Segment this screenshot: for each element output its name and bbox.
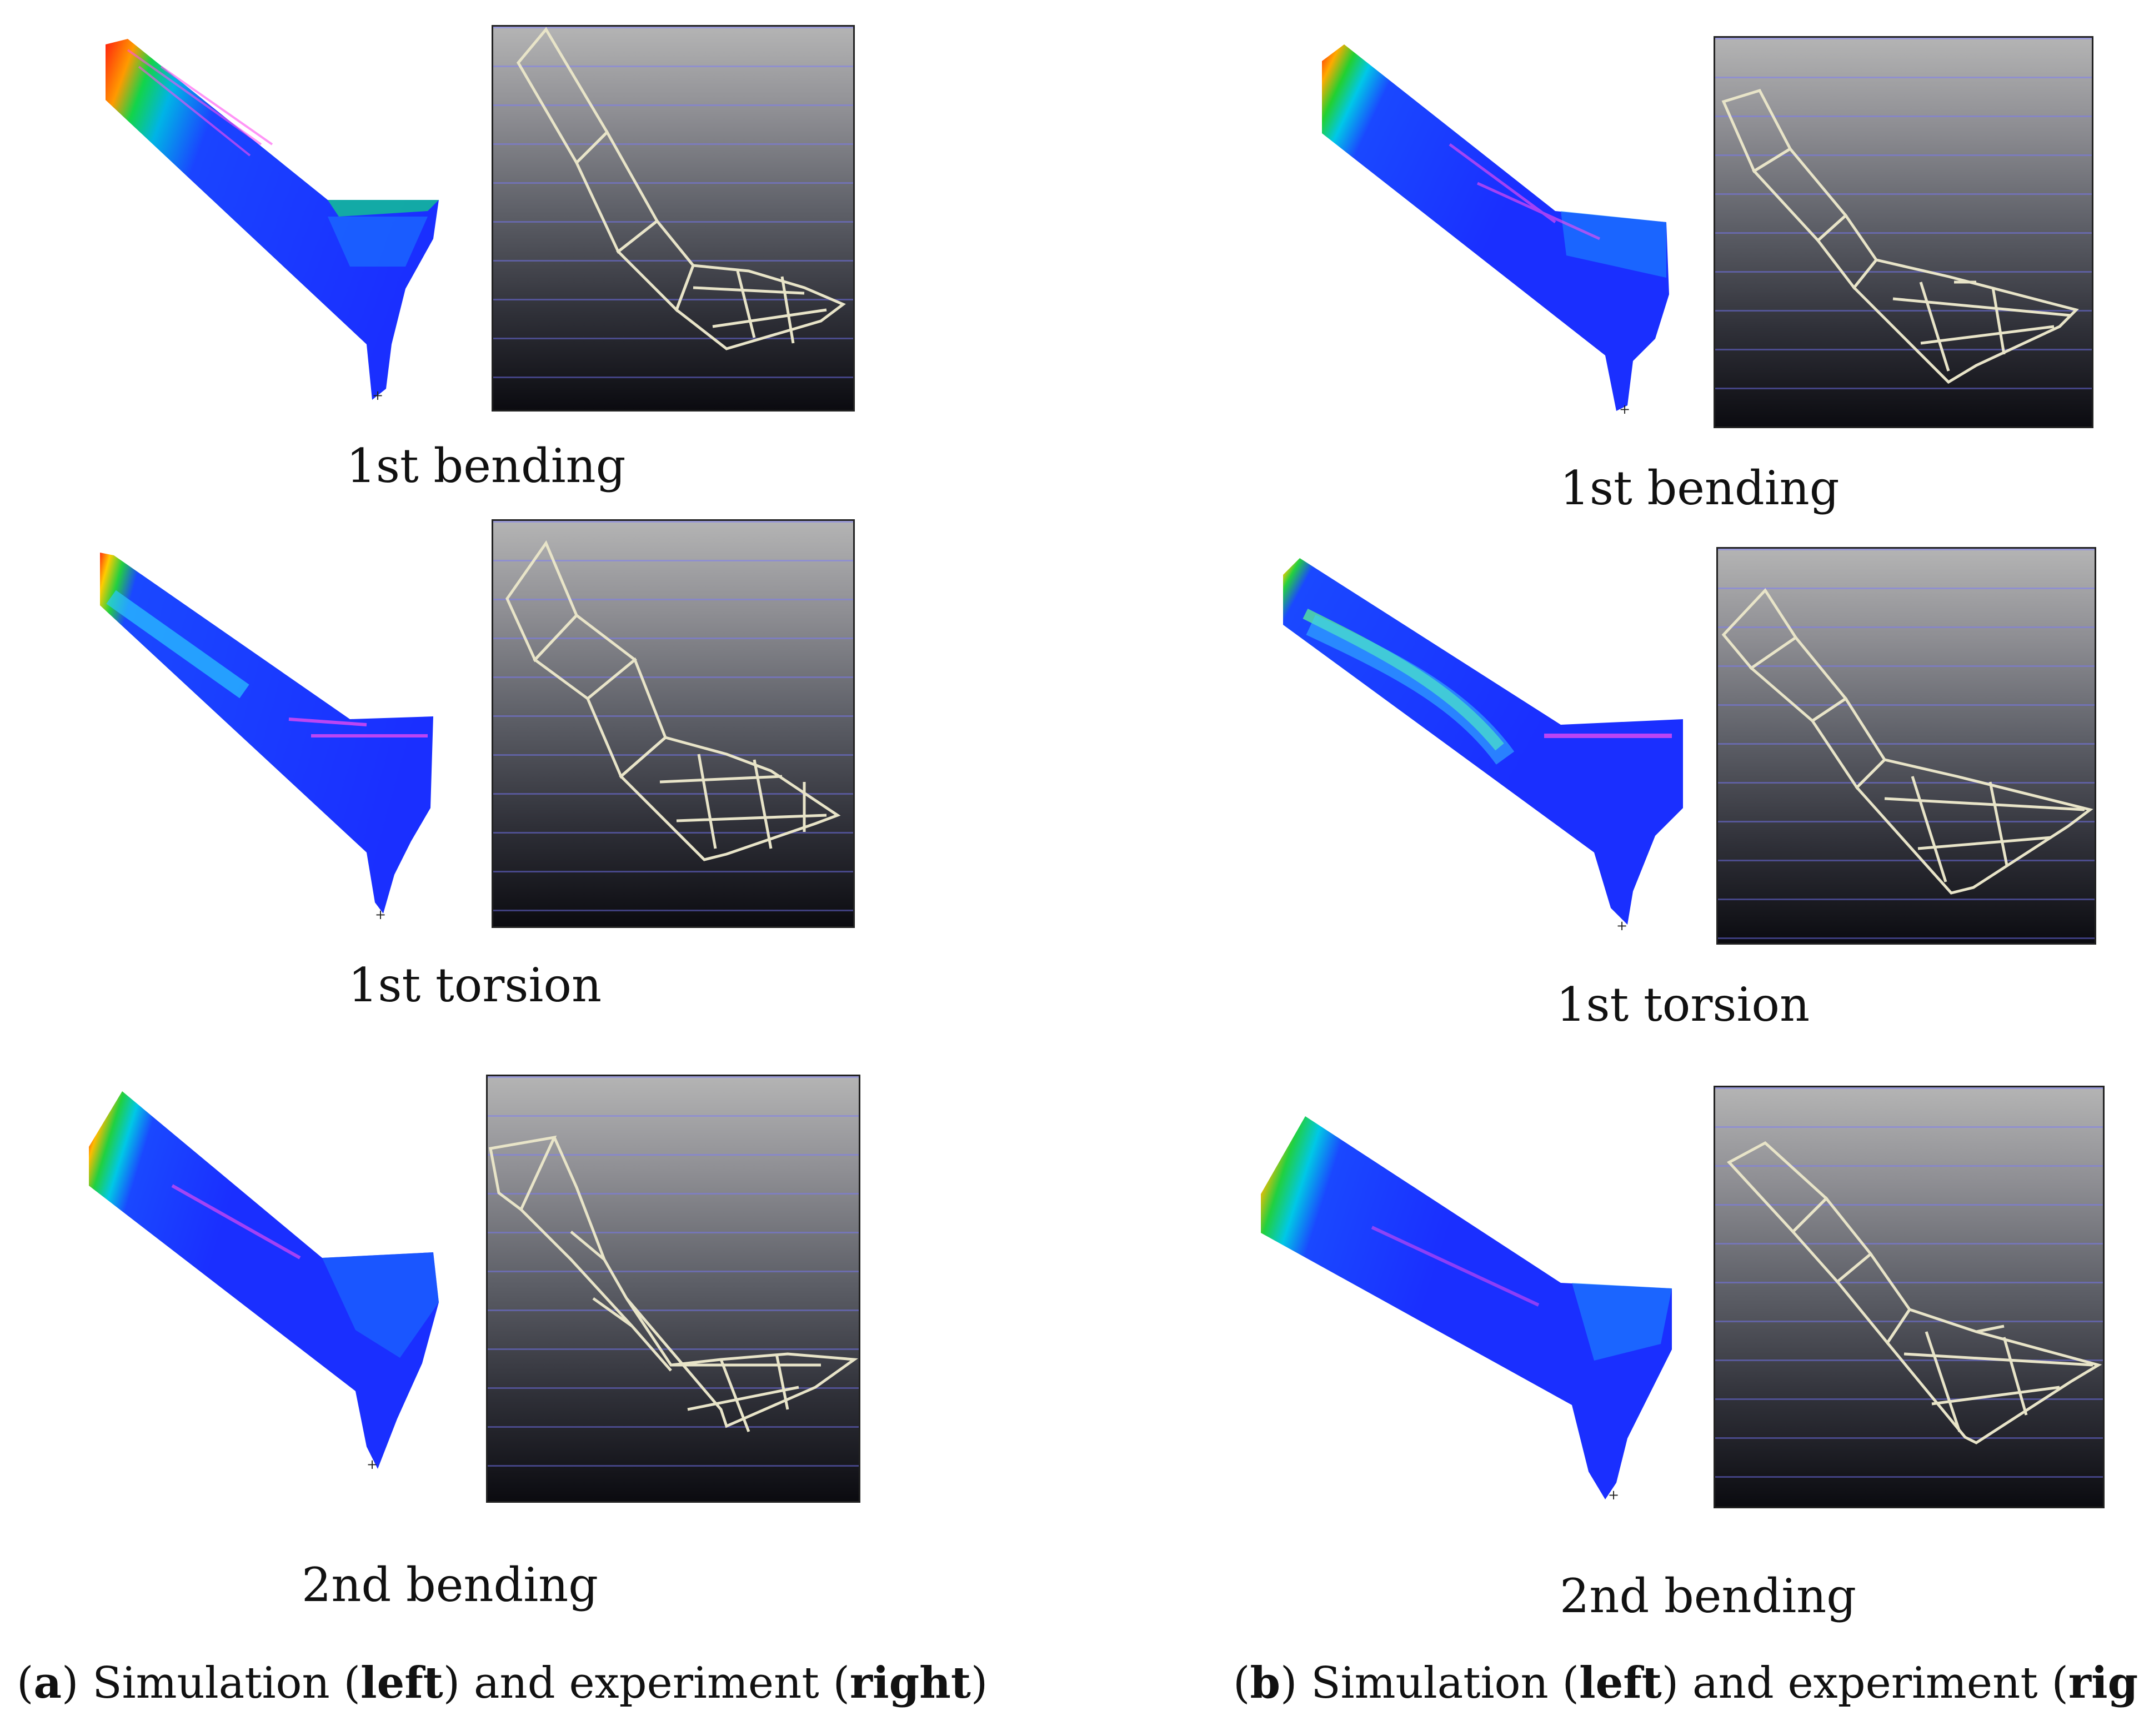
panel-b-row3-experiment [1714, 1086, 2105, 1508]
svg-text:+: + [1616, 918, 1627, 934]
panel-b-row1-simulation: + [1322, 44, 1669, 417]
panel-b-row1-label: 1st bending [1560, 461, 1840, 515]
caption-b: (b) Simulation (left) and experiment (ri… [1233, 1658, 2139, 1708]
panel-a-row3-label: 2nd bending [301, 1558, 599, 1612]
caption-a-left: left [360, 1658, 443, 1708]
panel-a-row1-wireframe [516, 27, 846, 350]
panel-b-row2-wireframe [1721, 588, 2093, 895]
caption-a-right: right [849, 1658, 971, 1708]
svg-text:+: + [1619, 402, 1630, 417]
panel-b-row2-simulation: + [1283, 558, 1683, 934]
caption-b-right: right [2068, 1658, 2139, 1708]
panel-a-row1-experiment [492, 25, 855, 412]
panel-b-row3-wireframe [1726, 1141, 2102, 1444]
panel-a-row3-wireframe [489, 1135, 858, 1432]
caption-b-text: ) and experiment ( [1661, 1658, 2068, 1708]
panel-b-row2-label: 1st torsion [1556, 977, 1810, 1032]
panel-a-row3-simulation: + [89, 1091, 439, 1472]
panel-a-row2-wireframe [505, 540, 841, 861]
svg-text:+: + [367, 1457, 378, 1472]
svg-text:+: + [372, 388, 383, 403]
panel-a-row2-simulation: + [100, 553, 433, 922]
caption-b-text: ( [1233, 1658, 1250, 1708]
panel-a-row1-label: 1st bending [346, 439, 626, 493]
panel-a-row1-simulation: + [106, 39, 439, 403]
panel-b-row1-experiment [1714, 36, 2093, 428]
panel-b-row3-simulation: + [1261, 1116, 1672, 1503]
caption-a-text: ) Simulation ( [61, 1658, 360, 1708]
panel-a-row2-experiment [492, 519, 855, 928]
panel-a-row2-label: 1st torsion [348, 958, 602, 1012]
panel-b-row1-wireframe [1721, 88, 2079, 384]
panel-b-row2-experiment [1716, 547, 2096, 945]
caption-a-text: ) and experiment ( [443, 1658, 850, 1708]
caption-b-letter: b [1250, 1658, 1280, 1708]
svg-text:+: + [375, 907, 386, 922]
panel-a-row3-experiment [486, 1075, 860, 1503]
caption-a-text: ( [17, 1658, 34, 1708]
caption-a: (a) Simulation (left) and experiment (ri… [17, 1658, 988, 1708]
caption-a-letter: a [33, 1658, 62, 1708]
caption-b-text: ) Simulation ( [1280, 1658, 1579, 1708]
caption-a-text: ) [970, 1658, 988, 1708]
caption-b-left: left [1579, 1658, 1662, 1708]
svg-text:+: + [1608, 1487, 1619, 1503]
panel-b-row3-label: 2nd bending [1559, 1569, 1857, 1623]
